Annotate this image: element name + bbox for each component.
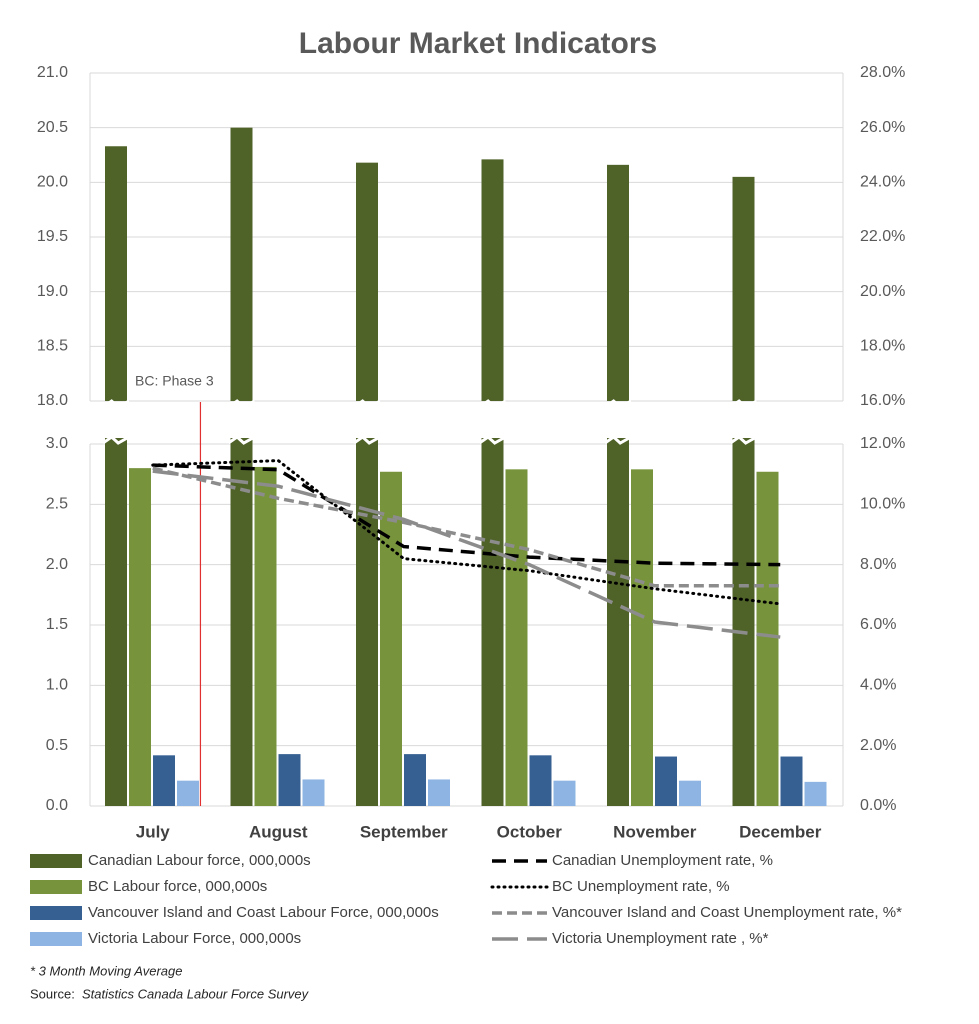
- y-tick-label: 3.0: [46, 435, 68, 452]
- bar: [780, 756, 803, 806]
- bar: [230, 438, 253, 806]
- line-series: [151, 459, 782, 606]
- y2-tick-label: 0.0%: [860, 797, 896, 814]
- bar: [105, 438, 127, 806]
- axis-break: [729, 435, 758, 445]
- x-tick-label: September: [360, 822, 448, 841]
- source-label: Source:: [30, 986, 75, 1001]
- axis-break: [478, 399, 507, 409]
- note: * 3 Month Moving Average: [30, 963, 182, 978]
- y2-tick-label: 2.0%: [860, 737, 896, 754]
- bar: [404, 754, 426, 806]
- x-tick-label: November: [613, 822, 697, 841]
- y-tick-label: 0.5: [46, 737, 68, 754]
- bar: [679, 780, 701, 806]
- y2-tick-label: 20.0%: [860, 283, 905, 300]
- bar: [505, 469, 528, 806]
- x-tick-label: July: [136, 822, 171, 841]
- y2-tick-label: 10.0%: [860, 496, 905, 513]
- bar: [655, 756, 677, 806]
- y2-tick-label: 6.0%: [860, 616, 896, 633]
- legend-swatch: [30, 932, 82, 946]
- y-tick-label: 20.0: [37, 174, 68, 191]
- y-tick-label: 1.0: [46, 677, 68, 694]
- y2-tick-label: 12.0%: [860, 435, 905, 452]
- legend-label: Victoria Labour Force, 000,000s: [88, 930, 301, 947]
- y-tick-label: 18.5: [37, 338, 68, 355]
- line-series: [152, 469, 781, 639]
- bar: [105, 146, 127, 401]
- bar: [732, 438, 755, 806]
- annotation: BC: Phase 3: [135, 373, 214, 389]
- legend-label: Canadian Unemployment rate, %: [552, 852, 773, 869]
- y-tick-label: 2.5: [46, 496, 68, 513]
- axis-break: [102, 399, 130, 409]
- bar: [153, 755, 175, 806]
- bar: [553, 780, 576, 806]
- y-tick-label: 21.0: [37, 64, 68, 81]
- axis-break: [353, 399, 381, 409]
- y-tick-label: 20.5: [37, 119, 68, 136]
- bar: [804, 781, 827, 806]
- y-tick-label: 19.0: [37, 283, 68, 300]
- axis-break: [478, 435, 507, 445]
- y-tick-label: 1.5: [46, 616, 68, 633]
- bar: [230, 127, 253, 402]
- bar: [356, 438, 378, 806]
- bar: [129, 468, 151, 806]
- bar: [631, 469, 653, 806]
- bar: [356, 162, 378, 401]
- axis-break: [729, 399, 758, 409]
- x-tick-label: October: [497, 822, 563, 841]
- y-tick-label: 18.0: [37, 392, 68, 409]
- legend-label: BC Unemployment rate, %: [552, 878, 730, 895]
- bar: [177, 780, 199, 806]
- bar: [481, 159, 504, 401]
- bar: [481, 438, 504, 806]
- x-tick-label: December: [739, 822, 822, 841]
- y2-tick-label: 22.0%: [860, 228, 905, 245]
- bar: [529, 755, 552, 806]
- bar: [278, 754, 301, 806]
- legend-label: BC Labour force, 000,000s: [88, 878, 267, 895]
- axis-break: [604, 435, 632, 445]
- axis-break: [227, 435, 256, 445]
- legend-swatch: [30, 880, 82, 894]
- bar: [428, 779, 450, 806]
- bar: [732, 176, 755, 401]
- bar: [607, 164, 629, 401]
- legend-label: Canadian Labour force, 000,000s: [88, 852, 311, 869]
- axis-break: [353, 435, 381, 445]
- y2-tick-label: 4.0%: [860, 677, 896, 694]
- legend-swatch: [30, 906, 82, 920]
- y2-tick-label: 18.0%: [860, 338, 905, 355]
- bar: [302, 779, 325, 806]
- axis-break: [102, 435, 130, 445]
- source: Statistics Canada Labour Force Survey: [82, 986, 310, 1001]
- y2-tick-label: 24.0%: [860, 174, 905, 191]
- line-series: [152, 466, 781, 588]
- y-tick-label: 2.0: [46, 556, 68, 573]
- bar: [380, 471, 402, 806]
- axis-break: [227, 399, 256, 409]
- legend-label: Victoria Unemployment rate , %*: [552, 930, 769, 947]
- y2-tick-label: 28.0%: [860, 64, 905, 81]
- bar: [607, 438, 629, 806]
- y-tick-label: 0.0: [46, 797, 68, 814]
- bar: [254, 466, 277, 806]
- x-tick-label: August: [249, 822, 308, 841]
- legend-swatch: [30, 854, 82, 868]
- axis-break: [604, 399, 632, 409]
- legend-label: Vancouver Island and Coast Unemployment …: [552, 904, 902, 921]
- bar: [756, 471, 779, 806]
- y2-tick-label: 16.0%: [860, 392, 905, 409]
- chart-title: Labour Market Indicators: [299, 27, 657, 60]
- y-tick-label: 19.5: [37, 228, 68, 245]
- y2-tick-label: 26.0%: [860, 119, 905, 136]
- legend-label: Vancouver Island and Coast Labour Force,…: [88, 904, 439, 921]
- line-series: [152, 463, 781, 567]
- y2-tick-label: 8.0%: [860, 556, 896, 573]
